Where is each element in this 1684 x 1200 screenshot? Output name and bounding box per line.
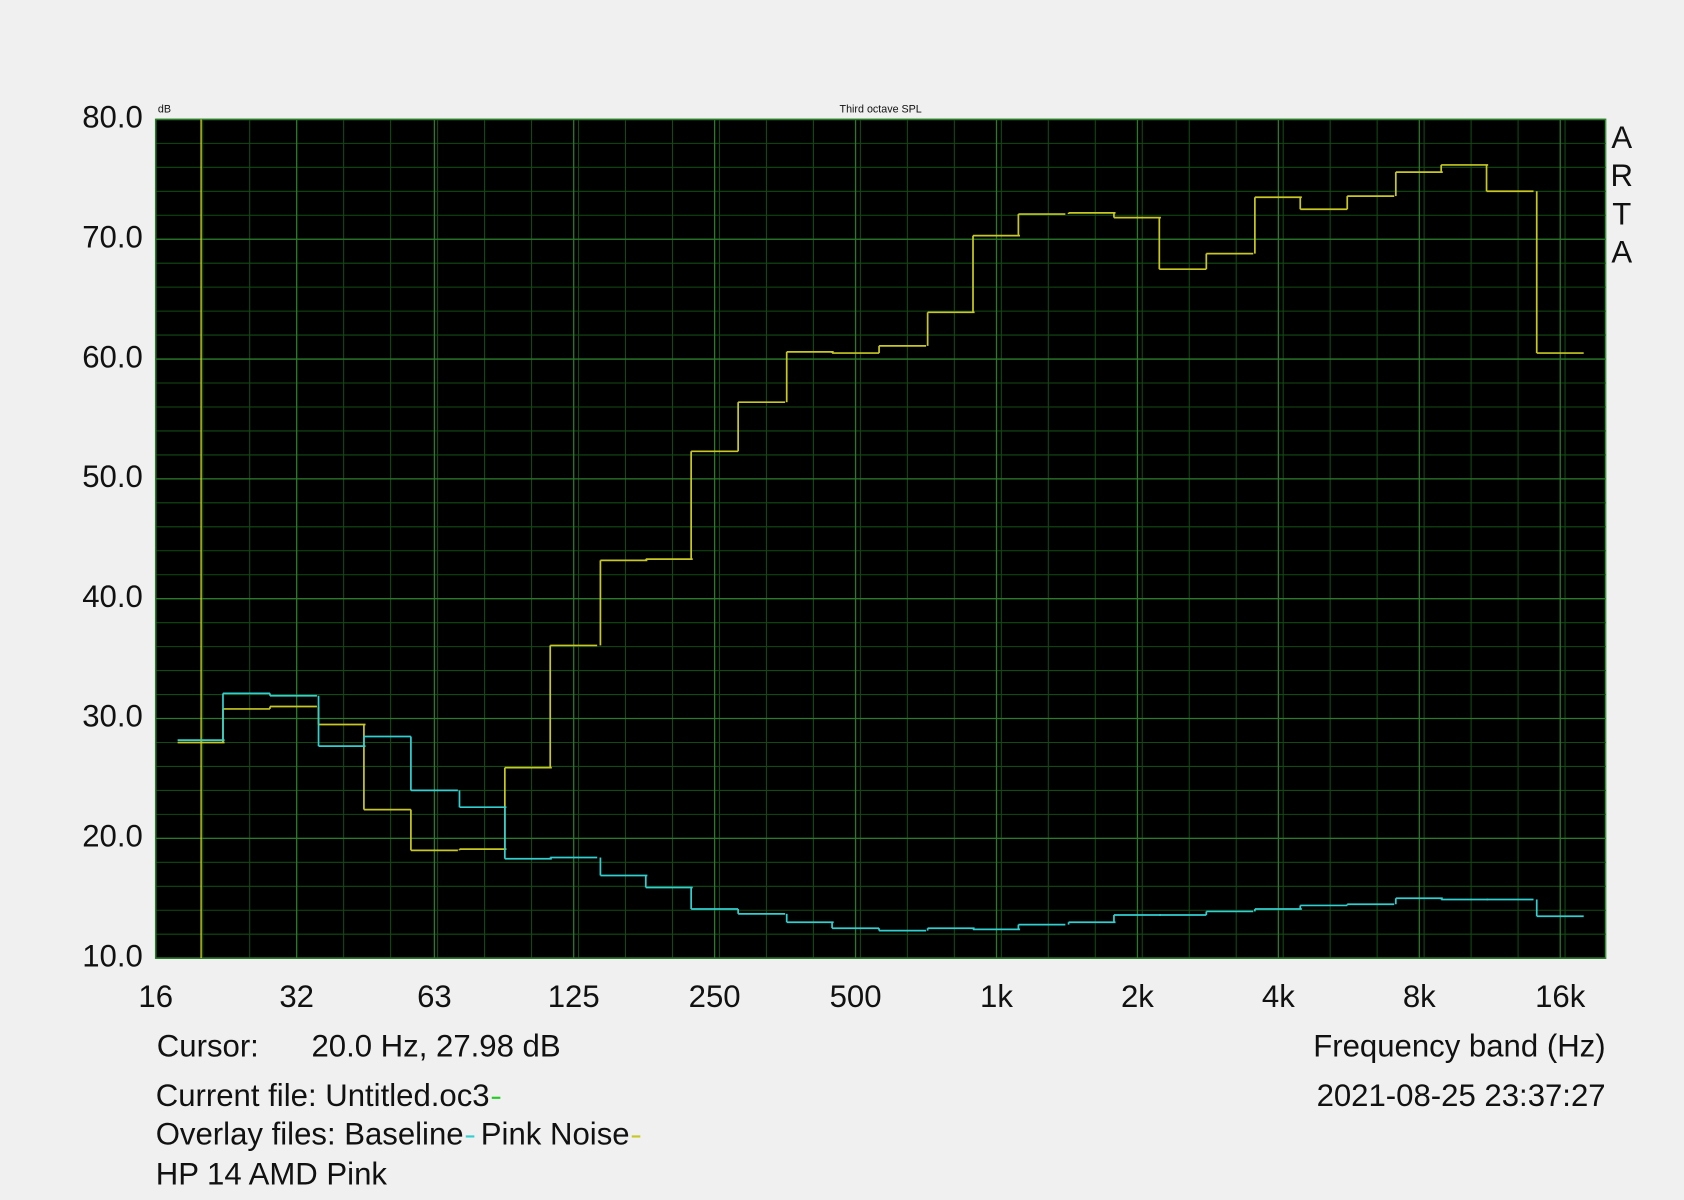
x-tick-label: 8k <box>1403 979 1436 1014</box>
y-tick-label: 70.0 <box>82 219 143 254</box>
x-tick-label: 500 <box>830 979 882 1014</box>
x-axis-label: Frequency band (Hz) <box>1313 1029 1605 1064</box>
x-tick-label: 16 <box>138 979 173 1014</box>
series-0 <box>177 692 1584 932</box>
y-tick-label: 60.0 <box>82 339 143 374</box>
y-unit: dB <box>158 104 171 116</box>
y-tick-label: 10.0 <box>82 938 143 973</box>
plot-area <box>154 118 1607 959</box>
cursor-label: Cursor: <box>157 1029 259 1064</box>
brand-letter: A <box>1611 120 1632 155</box>
current-file: Current file: Untitled.oc3 <box>156 1078 490 1113</box>
overlay-label: Overlay files: <box>156 1117 336 1152</box>
chart-title: Third octave SPL <box>840 104 922 116</box>
y-tick-label: 30.0 <box>82 699 143 734</box>
y-tick-label: 50.0 <box>82 459 143 494</box>
y-tick-label: 40.0 <box>82 579 143 614</box>
y-tick-label: 80.0 <box>82 100 143 135</box>
brand-letter: A <box>1611 234 1632 269</box>
x-tick-label: 250 <box>689 979 741 1014</box>
series-1 <box>177 164 1584 852</box>
grid <box>155 118 1606 959</box>
x-tick-label: 2k <box>1121 979 1154 1014</box>
legend-label: Pink Noise <box>481 1117 630 1152</box>
x-tick-label: 63 <box>417 979 452 1014</box>
legend-label: Baseline <box>344 1117 463 1152</box>
y-tick-label: 20.0 <box>82 819 143 854</box>
brand-letter: T <box>1612 196 1631 231</box>
cursor-readout: 20.0 Hz, 27.98 dB <box>311 1029 560 1064</box>
x-tick-label: 32 <box>279 979 314 1014</box>
x-tick-label: 4k <box>1262 979 1295 1014</box>
x-tick-label: 1k <box>980 979 1013 1014</box>
x-tick-label: 125 <box>548 979 600 1014</box>
timestamp: 2021-08-25 23:37:27 <box>1317 1078 1606 1113</box>
note: HP 14 AMD Pink <box>156 1156 388 1191</box>
brand-letter: R <box>1610 158 1632 193</box>
x-tick-label: 16k <box>1535 979 1586 1014</box>
